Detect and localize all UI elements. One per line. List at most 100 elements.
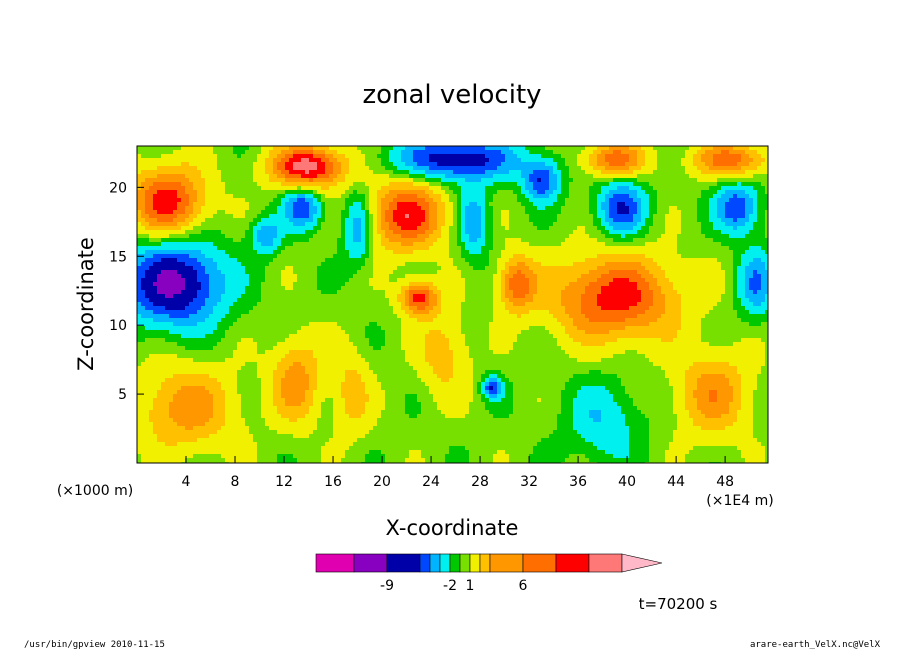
field-cell [509,222,514,227]
field-cell [369,214,374,219]
field-cell [433,202,438,207]
field-cell [617,226,622,231]
field-cell [637,238,642,243]
field-cell [617,218,622,223]
field-cell [649,266,654,271]
field-cell [397,174,402,179]
field-cell [441,226,446,231]
field-cell [253,158,258,163]
field-cell [689,234,694,239]
field-cell [149,182,154,187]
field-cell [485,182,490,187]
field-cell [337,194,342,199]
field-cell [445,242,450,247]
field-cell [221,214,226,219]
field-cell [277,210,282,215]
field-cell [689,262,694,267]
field-cell [497,202,502,207]
field-cell [649,242,654,247]
field-cell [457,194,462,199]
field-cell [509,266,514,271]
field-cell [201,198,206,203]
field-cell [149,242,154,247]
field-cell [321,158,326,163]
field-cell [453,166,458,171]
field-cell [253,270,258,275]
field-cell [353,254,358,259]
field-cell [153,210,158,215]
field-cell [281,246,286,251]
field-cell [373,238,378,243]
field-cell [345,258,350,263]
field-cell [413,170,418,175]
field-cell [345,170,350,175]
field-cell [749,202,754,207]
field-cell [601,218,606,223]
field-cell [165,234,170,239]
field-cell [729,234,734,239]
field-cell [233,250,238,255]
field-cell [289,182,294,187]
field-cell [225,234,230,239]
field-cell [313,258,318,263]
field-cell [401,194,406,199]
field-cell [497,218,502,223]
field-cell [165,202,170,207]
field-cell [473,214,478,219]
field-cell [481,174,486,179]
field-cell [381,154,386,159]
field-cell [301,210,306,215]
field-cell [233,198,238,203]
field-cell [365,146,370,151]
field-cell [673,206,678,211]
field-cell [573,202,578,207]
field-cell [561,266,566,271]
field-cell [633,186,638,191]
field-cell [385,250,390,255]
field-cell [497,250,502,255]
field-cell [505,270,510,275]
field-cell [569,258,574,263]
field-cell [465,154,470,159]
field-cell [397,270,402,275]
field-cell [485,210,490,215]
field-cell [597,226,602,231]
field-cell [633,154,638,159]
field-cell [157,230,162,235]
field-cell [265,154,270,159]
field-cell [173,242,178,247]
field-cell [325,178,330,183]
field-cell [197,206,202,211]
field-cell [409,258,414,263]
field-cell [225,230,230,235]
field-cell [761,262,766,267]
field-cell [457,202,462,207]
field-cell [329,230,334,235]
field-cell [257,206,262,211]
field-cell [453,266,458,271]
field-cell [277,250,282,255]
field-cell [653,150,658,155]
field-cell [189,198,194,203]
field-cell [757,258,762,263]
field-cell [497,238,502,243]
field-cell [725,234,730,239]
field-cell [489,210,494,215]
field-cell [441,262,446,267]
field-cell [573,242,578,247]
field-cell [169,202,174,207]
field-cell [441,154,446,159]
field-cell [293,214,298,219]
field-cell [341,254,346,259]
field-cell [393,182,398,187]
field-cell [401,222,406,227]
field-cell [289,150,294,155]
field-cell [697,210,702,215]
field-cell [177,198,182,203]
field-cell [445,154,450,159]
field-cell [753,186,758,191]
field-cell [137,170,142,175]
field-cell [389,170,394,175]
field-cell [241,234,246,239]
field-cell [185,166,190,171]
